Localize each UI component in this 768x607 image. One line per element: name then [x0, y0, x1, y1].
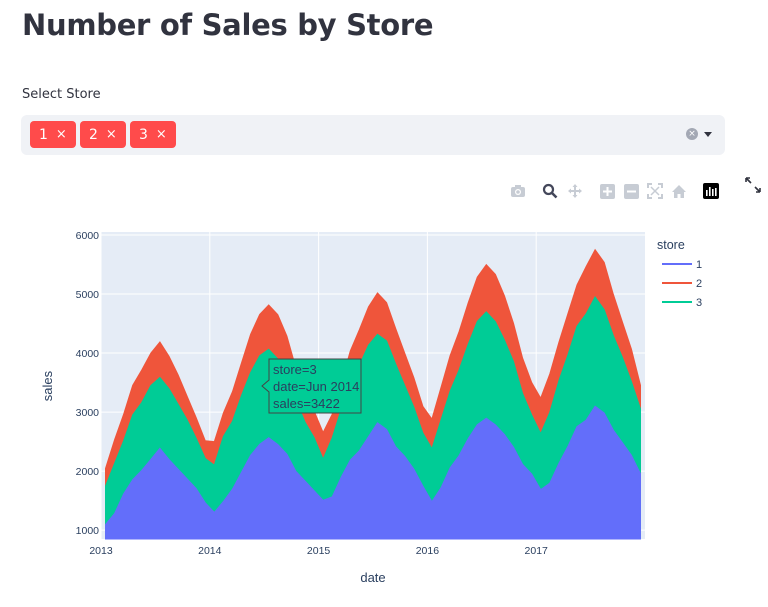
store-tag-label: 3	[139, 126, 148, 143]
axis-ticks: 1000 2000 3000 4000 5000 6000 2013 2014 2015 2016…	[76, 230, 548, 557]
y-tick-label: 1000	[76, 525, 100, 537]
y-tick-label: 3000	[76, 407, 100, 419]
tooltip-line-sales: sales=3422	[273, 396, 340, 411]
store-tag-label: 2	[89, 126, 98, 143]
store-multiselect[interactable]: 1 × 2 × 3 × ×	[21, 115, 725, 155]
zoom-in-icon[interactable]	[598, 182, 616, 200]
store-tag-3[interactable]: 3 ×	[130, 121, 176, 148]
store-tag-2[interactable]: 2 ×	[80, 121, 126, 148]
x-tick-label: 2014	[198, 545, 222, 557]
legend-title: store	[657, 238, 685, 252]
page-title: Number of Sales by Store	[22, 8, 434, 42]
legend-label-store-1: 1	[696, 259, 702, 271]
legend[interactable]: store 1 2 3	[657, 238, 702, 309]
store-tag-1[interactable]: 1 ×	[30, 121, 76, 148]
fullscreen-icon[interactable]	[744, 176, 762, 194]
plotly-logo-icon[interactable]	[702, 182, 720, 200]
x-tick-label: 2017	[525, 545, 549, 557]
y-tick-label: 2000	[76, 466, 100, 478]
autoscale-icon[interactable]	[646, 182, 664, 200]
zoom-icon[interactable]	[541, 182, 559, 200]
clear-all-icon[interactable]: ×	[686, 128, 698, 140]
pan-icon[interactable]	[566, 182, 584, 200]
x-tick-label: 2015	[307, 545, 331, 557]
tooltip-line-store: store=3	[273, 362, 317, 377]
zoom-out-icon[interactable]	[622, 182, 640, 200]
y-tick-label: 6000	[76, 230, 100, 242]
series-store-1-area	[104, 405, 642, 540]
remove-store-3-icon[interactable]: ×	[155, 127, 167, 142]
remove-store-1-icon[interactable]: ×	[55, 127, 67, 142]
x-tick-label: 2016	[416, 545, 440, 557]
y-tick-label: 5000	[76, 289, 100, 301]
y-tick-label: 4000	[76, 348, 100, 360]
hover-tooltip: store=3 date=Jun 2014 sales=3422	[261, 358, 362, 414]
x-tick-label: 2013	[89, 545, 113, 557]
legend-label-store-2: 2	[696, 278, 702, 290]
area-series	[104, 248, 642, 540]
chevron-down-icon[interactable]	[704, 132, 712, 137]
remove-store-2-icon[interactable]: ×	[105, 127, 117, 142]
x-axis-title: date	[360, 570, 385, 585]
store-tag-label: 1	[39, 126, 48, 143]
tooltip-box	[261, 358, 362, 414]
home-icon[interactable]	[670, 182, 688, 200]
y-axis-title: sales	[40, 370, 55, 401]
camera-icon[interactable]	[509, 182, 527, 200]
select-store-label: Select Store	[22, 87, 101, 102]
legend-label-store-3: 3	[696, 297, 702, 309]
tooltip-line-date: date=Jun 2014	[273, 379, 359, 394]
